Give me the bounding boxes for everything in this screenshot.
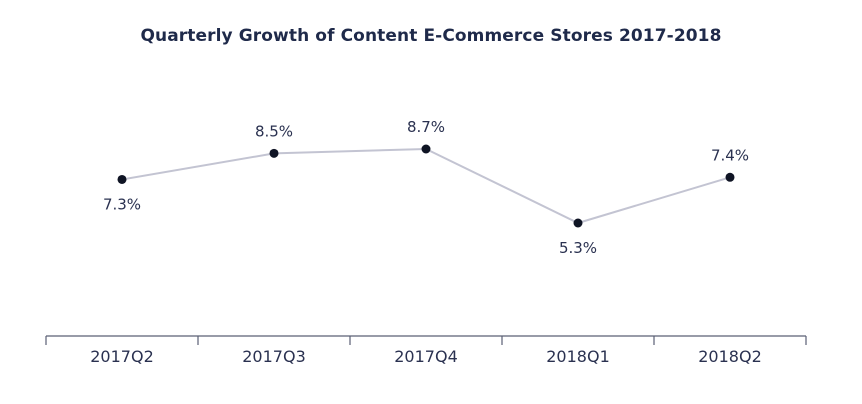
data-point (421, 144, 431, 154)
data-point (269, 148, 279, 158)
chart-title: Quarterly Growth of Content E-Commerce S… (140, 26, 722, 46)
data-label: 8.7% (407, 118, 445, 136)
x-tick-label: 2017Q2 (90, 347, 154, 366)
x-tick-labels: 2017Q2 2017Q3 2017Q4 2018Q1 2018Q2 (90, 347, 762, 366)
x-tick-label: 2017Q4 (394, 347, 458, 366)
data-label: 7.3% (103, 195, 141, 213)
series-line-group (121, 147, 731, 225)
data-point (725, 172, 735, 182)
data-label: 5.3% (559, 239, 597, 257)
x-tick-label: 2018Q2 (698, 347, 762, 366)
x-tick-label: 2018Q1 (546, 347, 610, 366)
data-labels: 7.3% 8.5% 8.7% 5.3% 7.4% (103, 118, 749, 257)
x-axis (45, 335, 807, 345)
data-points (117, 144, 735, 228)
x-tick-label: 2017Q3 (242, 347, 306, 366)
data-label: 8.5% (255, 122, 293, 140)
data-point (573, 218, 583, 228)
series-line (121, 147, 731, 225)
data-label: 7.4% (711, 146, 749, 164)
data-point (117, 174, 127, 184)
